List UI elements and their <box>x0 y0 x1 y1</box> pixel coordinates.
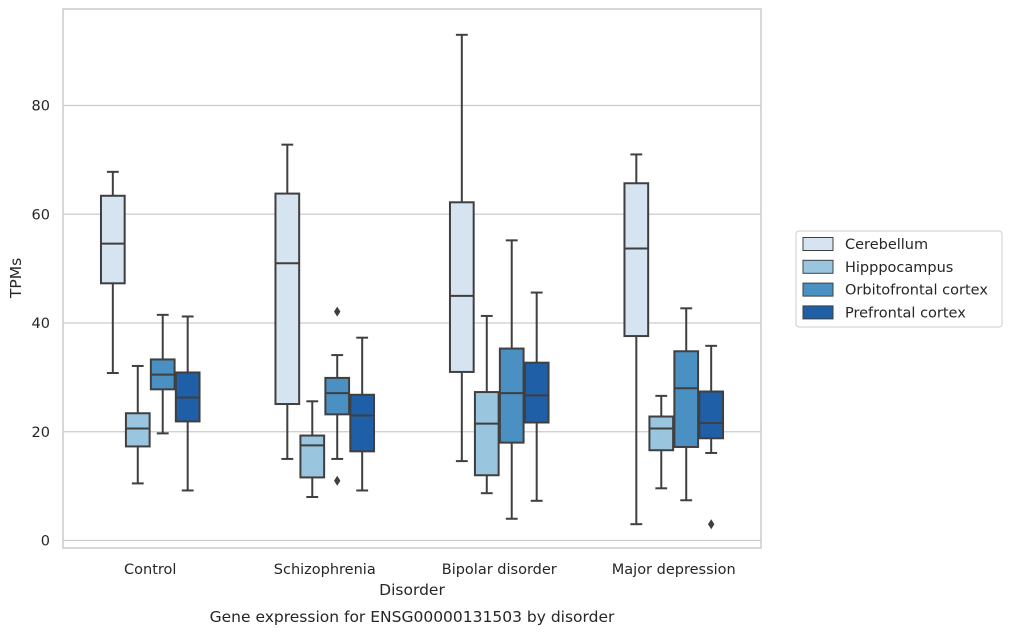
box-prefrontal-cortex-3 <box>698 344 725 530</box>
iqr-box <box>523 361 550 424</box>
box-hipppocampus-1 <box>299 400 326 498</box>
box-hipppocampus-2 <box>473 314 500 495</box>
box-prefrontal-cortex-0 <box>174 315 201 492</box>
iqr-box <box>274 192 301 406</box>
y-axis-title: TPMs <box>7 258 25 299</box>
iqr-box <box>498 347 525 444</box>
box-hipppocampus-3 <box>648 394 675 490</box>
iqr-box <box>473 391 500 477</box>
iqr-box <box>698 390 725 440</box>
x-tick-label-control: Control <box>124 562 176 578</box>
legend: Cerebellum Hipppocampus Orbitofrontal cort… <box>795 230 1003 328</box>
iqr-box <box>448 201 475 373</box>
box-series <box>99 33 725 530</box>
x-tick-label-bipolar-disorder: Bipolar disorder <box>442 562 557 578</box>
y-tick-label-20: 20 <box>32 425 50 441</box>
iqr-box <box>673 350 700 448</box>
legend-swatch-prefrontal-cortex <box>802 305 834 320</box>
legend-swatch-cerebellum <box>802 237 834 251</box>
outlier-point <box>334 475 341 486</box>
iqr-box <box>124 412 151 448</box>
y-tick-label-80: 80 <box>32 99 50 115</box>
legend-label-prefrontal-cortex: Prefrontal cortex <box>845 305 966 321</box>
box-orbitofrontal-cortex-2 <box>498 239 525 520</box>
legend-swatch-hipppocampus <box>802 259 834 274</box>
outlier-point <box>334 306 341 317</box>
legend-swatch-orbitofrontal-cortex <box>802 282 834 297</box>
chart-caption: Gene expression for ENSG00000131503 by d… <box>210 608 615 626</box>
plot-area-frame <box>62 8 762 549</box>
box-cerebellum-1 <box>274 143 301 460</box>
x-tick-label-schizophrenia: Schizophrenia <box>274 562 376 578</box>
legend-frame <box>795 230 1003 328</box>
outlier-point <box>707 519 715 530</box>
legend-label-hipppocampus: Hipppocampus <box>845 260 953 276</box>
y-tick-label-60: 60 <box>32 207 50 223</box>
box-hipppocampus-0 <box>124 364 151 485</box>
box-orbitofrontal-cortex-1 <box>324 306 351 486</box>
iqr-box <box>349 393 376 453</box>
legend-label-cerebellum: Cerebellum <box>845 237 928 253</box>
x-axis-ticks: Control Schizophrenia Bipolar disorder Majo… <box>124 562 736 578</box>
iqr-box <box>648 415 675 452</box>
box-orbitofrontal-cortex-0 <box>149 313 176 435</box>
legend-label-orbitofrontal-cortex: Orbitofrontal cortex <box>845 283 988 299</box>
iqr-box <box>299 434 326 479</box>
box-cerebellum-0 <box>99 170 126 375</box>
y-axis-ticks: 0 20 40 60 80 <box>32 99 50 550</box>
gridlines <box>63 104 761 542</box>
x-tick-label-major-depression: Major depression <box>612 562 736 578</box>
x-axis-title: Disorder <box>379 581 445 599</box>
y-tick-label-40: 40 <box>32 316 50 332</box>
box-prefrontal-cortex-2 <box>523 291 550 502</box>
iqr-box <box>623 182 650 338</box>
y-tick-label-0: 0 <box>41 534 50 550</box>
box-orbitofrontal-cortex-3 <box>673 307 700 502</box>
box-cerebellum-3 <box>623 153 650 526</box>
iqr-box <box>99 194 126 285</box>
box-prefrontal-cortex-1 <box>349 336 376 492</box>
iqr-box <box>324 376 351 416</box>
box-cerebellum-2 <box>448 33 475 463</box>
